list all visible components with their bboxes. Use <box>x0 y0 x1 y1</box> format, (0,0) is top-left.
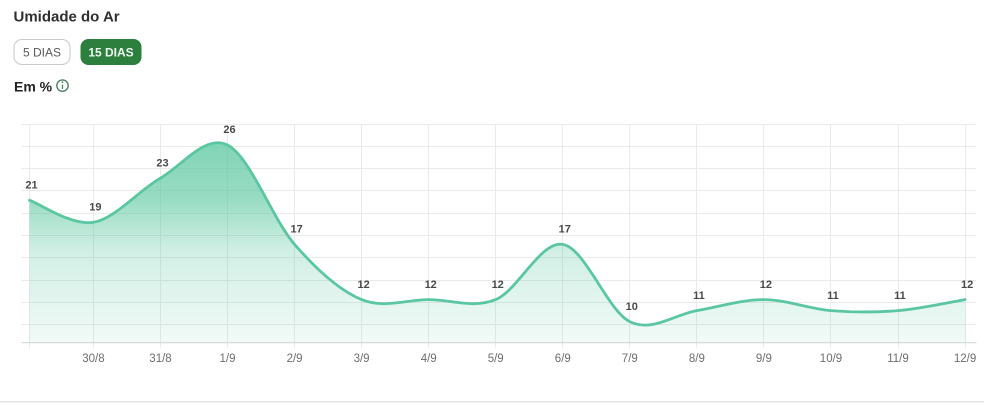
svg-text:23: 23 <box>156 157 168 169</box>
svg-text:30/8: 30/8 <box>82 353 104 365</box>
svg-text:11: 11 <box>693 290 705 302</box>
svg-text:26: 26 <box>223 124 235 136</box>
svg-text:4/9: 4/9 <box>421 353 437 365</box>
svg-text:9/9: 9/9 <box>756 353 772 365</box>
svg-text:21: 21 <box>25 179 37 191</box>
svg-text:11: 11 <box>827 290 839 302</box>
svg-text:2/9: 2/9 <box>287 353 303 365</box>
svg-text:8/9: 8/9 <box>689 353 705 365</box>
svg-text:17: 17 <box>559 224 571 236</box>
svg-text:11/9: 11/9 <box>887 353 909 365</box>
svg-text:19: 19 <box>89 202 101 214</box>
svg-text:3/9: 3/9 <box>354 353 370 365</box>
svg-text:10: 10 <box>626 301 638 313</box>
svg-text:11: 11 <box>894 290 906 302</box>
svg-text:5 DIAS: 5 DIAS <box>23 45 61 59</box>
svg-text:Umidade do Ar: Umidade do Ar <box>14 9 120 26</box>
svg-text:31/8: 31/8 <box>149 353 171 365</box>
svg-text:1/9: 1/9 <box>220 353 236 365</box>
svg-text:5/9: 5/9 <box>488 353 504 365</box>
svg-text:12/9: 12/9 <box>954 353 976 365</box>
svg-text:12: 12 <box>961 279 973 291</box>
svg-text:12: 12 <box>760 279 772 291</box>
svg-text:12: 12 <box>357 279 369 291</box>
svg-text:17: 17 <box>290 224 302 236</box>
svg-text:15 DIAS: 15 DIAS <box>88 45 133 59</box>
svg-text:Em %: Em % <box>14 78 53 94</box>
svg-text:7/9: 7/9 <box>622 353 638 365</box>
svg-text:10/9: 10/9 <box>820 353 842 365</box>
svg-text:12: 12 <box>492 279 504 291</box>
svg-text:6/9: 6/9 <box>555 353 571 365</box>
svg-text:12: 12 <box>425 279 437 291</box>
